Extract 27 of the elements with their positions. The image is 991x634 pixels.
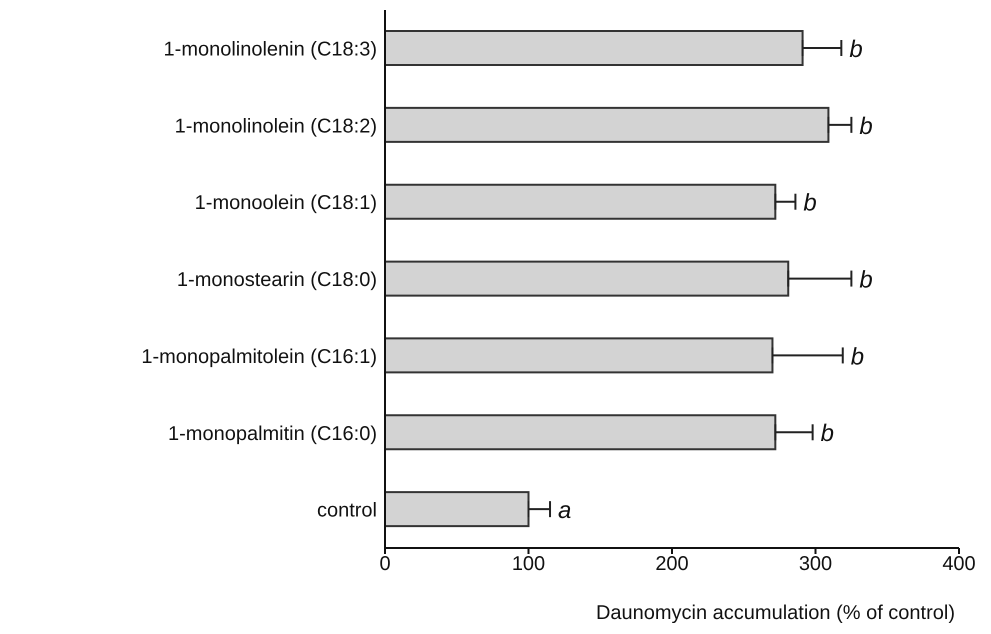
- annotation: b: [850, 343, 864, 370]
- x-tick-label: 200: [655, 553, 689, 576]
- y-tick-label: 1-monopalmitin (C16:0): [168, 422, 377, 445]
- x-axis-title: Daunomycin accumulation (% of control): [596, 602, 955, 624]
- x-tick-label: 400: [942, 553, 976, 576]
- annotation: b: [803, 190, 817, 217]
- annotation: b: [849, 36, 863, 63]
- bar: [385, 184, 776, 220]
- bar: [385, 337, 774, 374]
- x-tick-label: 0: [379, 553, 391, 576]
- annotation: b: [859, 112, 873, 140]
- bar: [385, 414, 776, 450]
- y-tick-label: 1-monoolein (C18:1): [194, 192, 377, 214]
- annotation: b: [859, 266, 873, 294]
- y-tick-label: control: [316, 500, 377, 522]
- x-tick-label: 300: [798, 553, 832, 576]
- bar: [385, 106, 830, 143]
- y-tick-label: 1-monopalmitolein (C16:1): [141, 346, 377, 368]
- x-tick-label: 100: [512, 553, 546, 576]
- y-tick-label: 1-monolinolein (C18:2): [174, 115, 377, 138]
- bar: [385, 491, 530, 528]
- y-tick-label: 1-monolinolenin (C18:3): [164, 38, 377, 61]
- annotation: a: [558, 497, 572, 524]
- bar: [385, 260, 790, 297]
- bar: [385, 30, 804, 66]
- y-tick-label: 1-monostearin (C18:0): [176, 269, 377, 292]
- annotation: b: [820, 420, 834, 448]
